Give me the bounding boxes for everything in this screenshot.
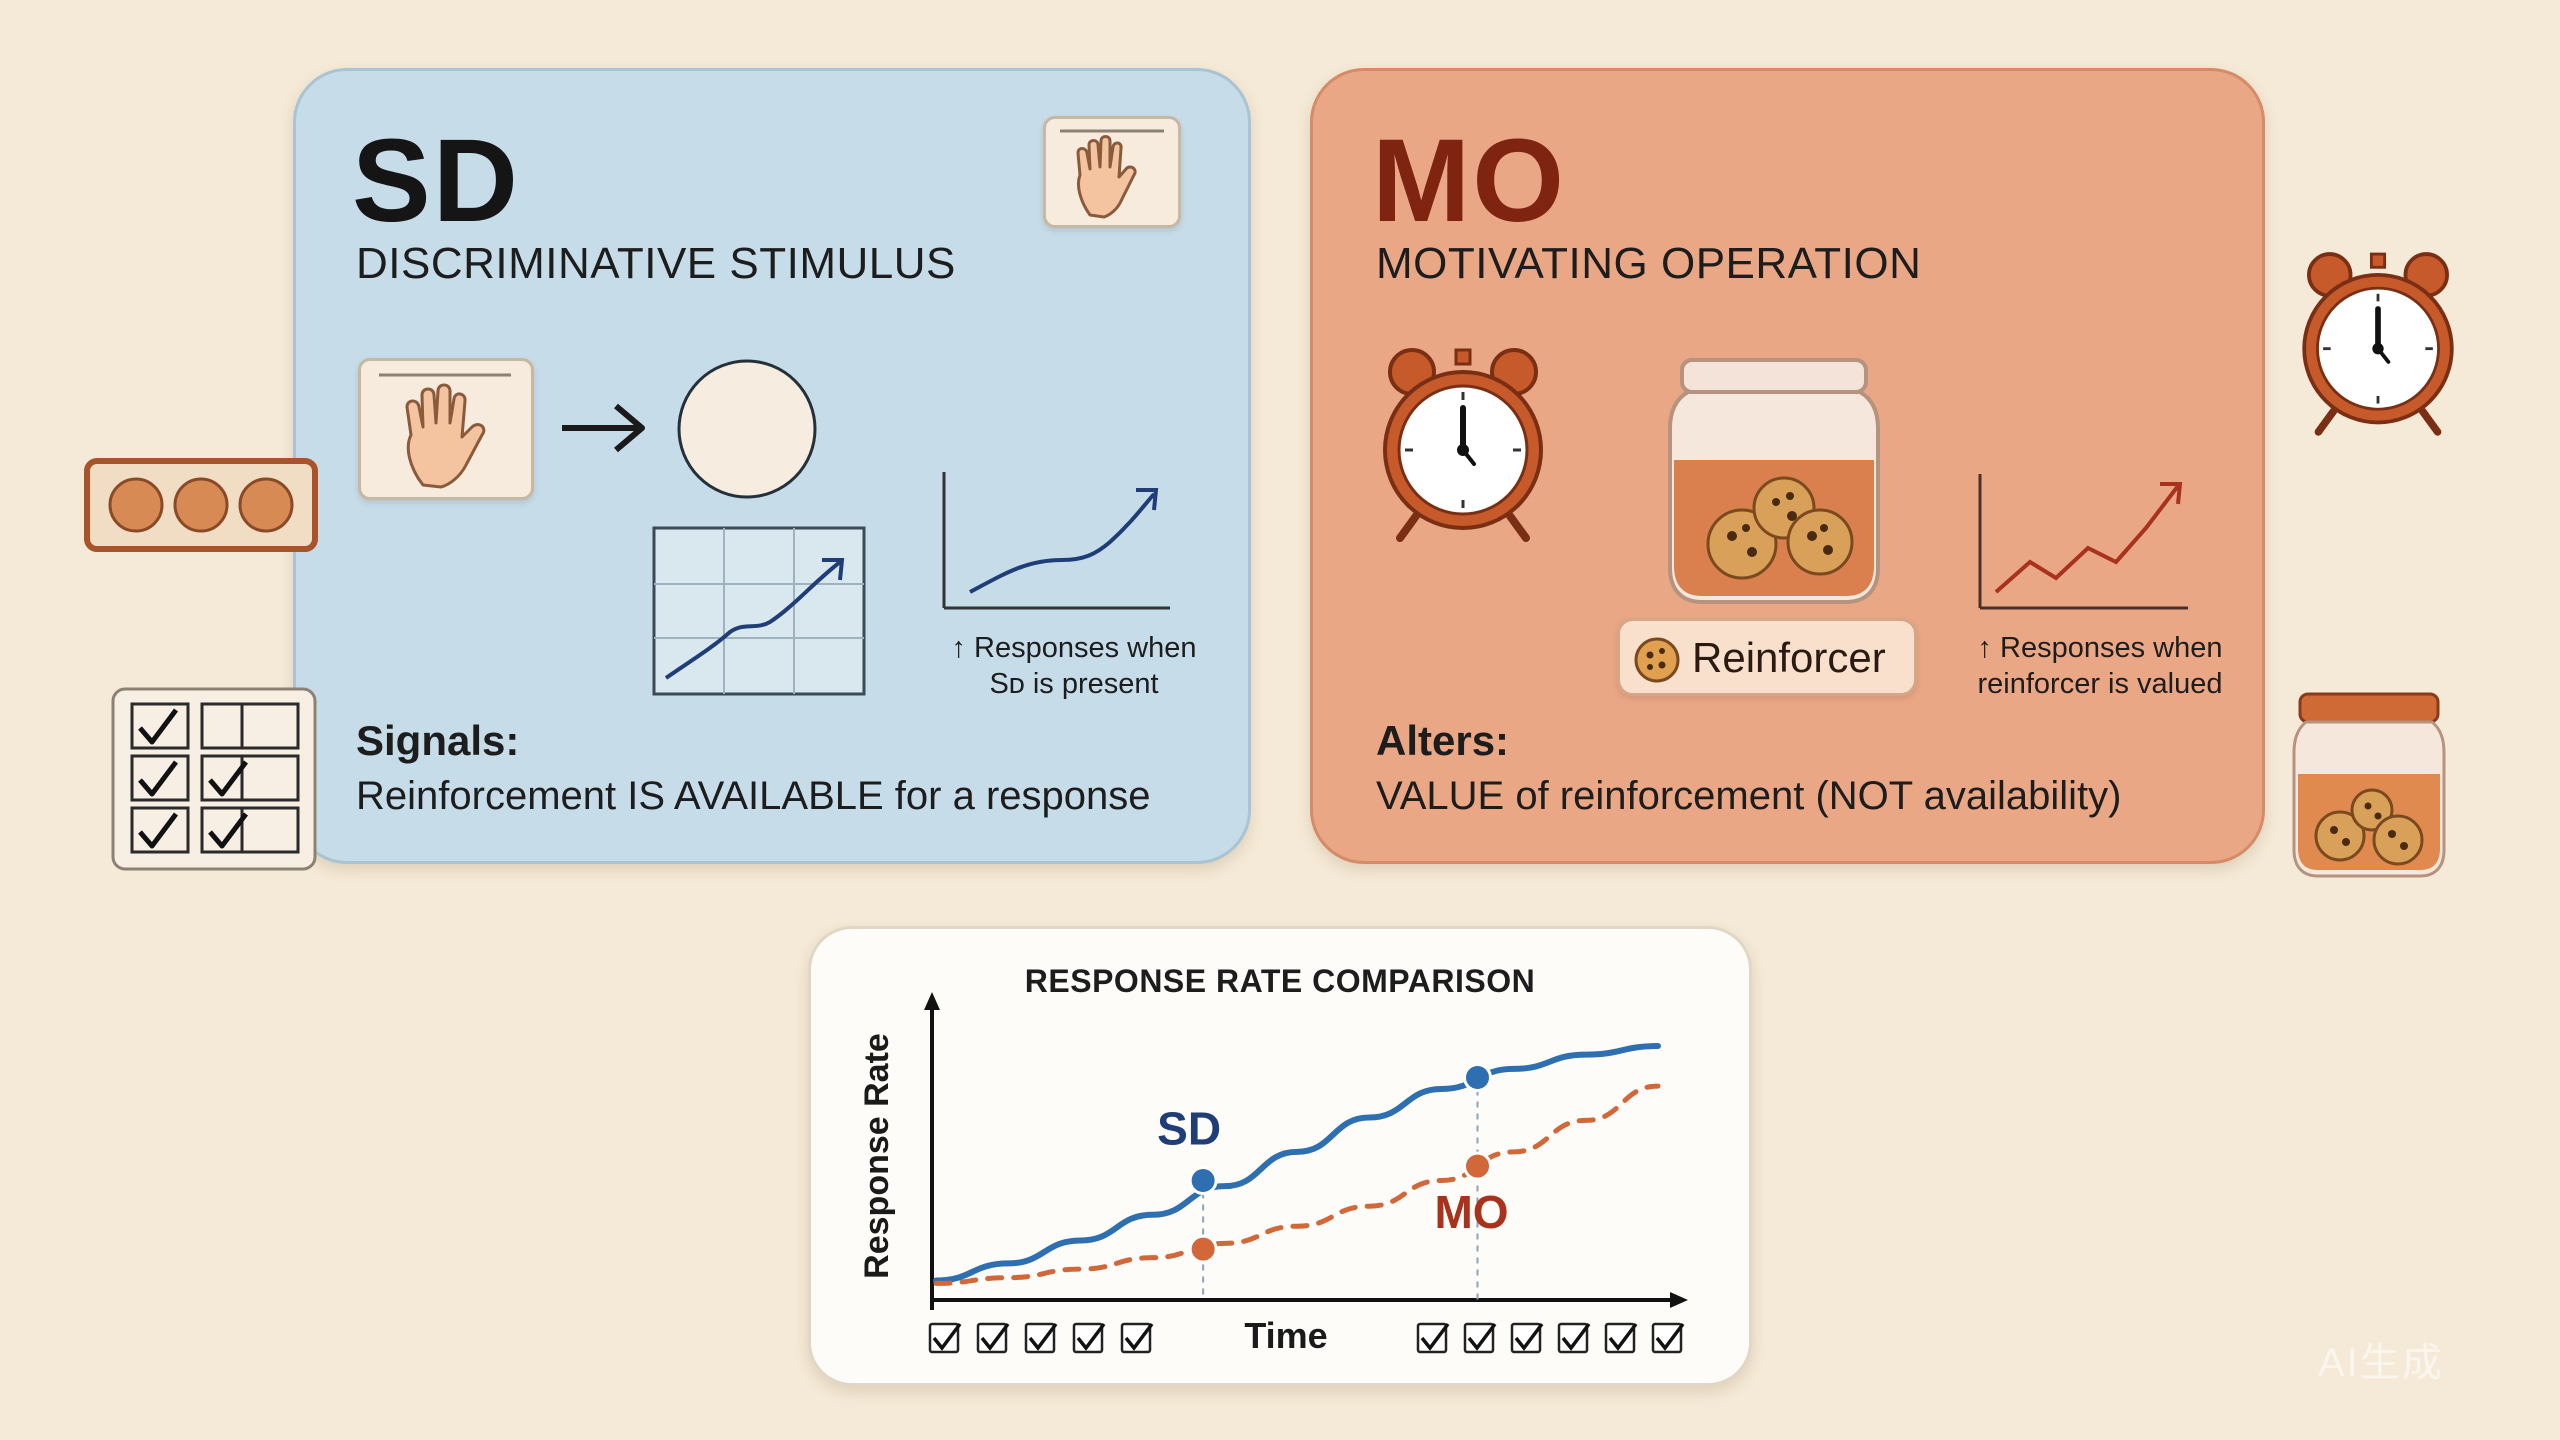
checkbox-right-1 bbox=[1416, 1322, 1450, 1354]
checkbox-right-4 bbox=[1557, 1322, 1591, 1354]
hand-stimulus-tile bbox=[358, 358, 534, 500]
sd-caption-line2: Sᴅ is present bbox=[989, 668, 1159, 700]
cookie-icon bbox=[1706, 476, 1854, 580]
checkbox-right-5 bbox=[1604, 1322, 1638, 1354]
sd-subtitle: DISCRIMINATIVE STIMULUS bbox=[356, 239, 956, 288]
y-axis-label: Response Rate bbox=[858, 1033, 896, 1279]
marker-mo-2 bbox=[1463, 1151, 1492, 1181]
mo-label: Alters: bbox=[1376, 717, 1510, 764]
mo-graph-caption: ↑ Responses when reinforcer is valued bbox=[1952, 630, 2248, 702]
mo-caption-line1: ↑ Responses when bbox=[1977, 632, 2223, 664]
checkbox-right-3 bbox=[1510, 1322, 1544, 1354]
checkbox-left-3 bbox=[1024, 1322, 1058, 1354]
marker-sd-1 bbox=[1188, 1165, 1218, 1195]
sd-mini-grid-chart bbox=[652, 526, 866, 696]
hand-tile bbox=[1043, 116, 1181, 228]
series-line-mo bbox=[933, 1083, 1661, 1286]
cookie-jar-icon bbox=[1668, 358, 1880, 604]
alarm-clock-icon bbox=[1383, 348, 1543, 542]
mo-caption-line2: reinforcer is valued bbox=[1977, 668, 2223, 700]
reinforcer-label: Reinforcer bbox=[1692, 634, 1886, 681]
right-arrow-icon bbox=[562, 403, 645, 453]
sd-graph-caption: ↑ Responses when Sᴅ is present bbox=[914, 630, 1234, 702]
marker-mo-1 bbox=[1188, 1234, 1218, 1264]
checkbox-left-2 bbox=[976, 1322, 1010, 1354]
x-axis-arrow bbox=[1670, 1292, 1688, 1308]
annotation-mo: MO bbox=[1434, 1186, 1508, 1238]
response-circle-icon bbox=[677, 359, 817, 499]
reinforcer-badge: Reinforcer bbox=[1617, 618, 1917, 696]
sd-label: Signals: bbox=[356, 717, 520, 764]
hand-icon bbox=[1060, 129, 1164, 219]
annotation-sd: SD bbox=[1157, 1102, 1221, 1154]
three-lights-icon bbox=[84, 458, 318, 552]
sd-response-graph bbox=[942, 472, 1170, 610]
mo-description: VALUE of reinforcement (NOT availability… bbox=[1376, 774, 2122, 818]
chart-title: RESPONSE RATE COMPARISON bbox=[1024, 963, 1536, 999]
mo-subtitle: MOTIVATING OPERATION bbox=[1376, 239, 1922, 288]
checkbox-right-2 bbox=[1463, 1322, 1497, 1354]
sd-title: SD bbox=[352, 115, 520, 247]
sd-description: Reinforcement IS AVAILABLE for a respons… bbox=[356, 774, 1151, 818]
response-rate-chart: Response Rate Time SD MO bbox=[858, 992, 1688, 1356]
checkbox-left-5 bbox=[1120, 1322, 1154, 1354]
hand-icon bbox=[379, 373, 511, 489]
sd-caption-line1: ↑ Responses when bbox=[951, 632, 1197, 664]
cookie-icon bbox=[1634, 637, 1680, 683]
mo-response-graph bbox=[1978, 474, 2188, 610]
marker-sd-2 bbox=[1463, 1063, 1492, 1092]
mo-title: MO bbox=[1372, 115, 1567, 247]
x-axis-label: Time bbox=[1244, 1315, 1327, 1356]
alarm-clock-icon bbox=[2302, 252, 2454, 436]
checkbox-left-4 bbox=[1072, 1322, 1106, 1354]
cookie-jar-icon bbox=[2292, 692, 2446, 878]
watermark: AI生成 bbox=[2318, 1341, 2444, 1385]
checkbox-left-1 bbox=[928, 1322, 962, 1354]
checkbox-right-6 bbox=[1651, 1322, 1685, 1354]
series-line-sd bbox=[933, 1043, 1661, 1284]
checklist-icon bbox=[111, 687, 317, 871]
y-axis-arrow bbox=[924, 992, 940, 1010]
